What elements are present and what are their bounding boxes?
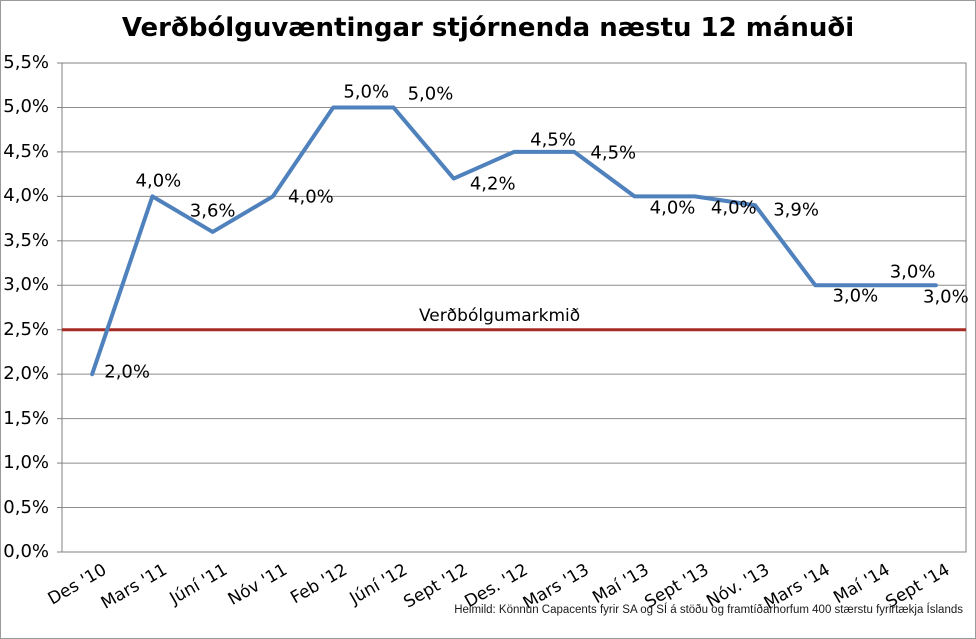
data-label: 4,0% [135,170,182,192]
source-note: Heimild: Könnun Capacents fyrir SA og SÍ… [454,604,963,616]
data-label: 4,0% [649,197,696,219]
data-label: 3,0% [832,285,879,307]
y-axis-label: 5,5% [3,52,49,73]
data-label: 4,0% [288,186,334,208]
y-axis-label: 3,0% [3,274,49,296]
y-axis-label: 3,5% [3,229,49,251]
data-label: 2,0% [104,361,150,383]
y-axis-label: 4,0% [3,185,49,207]
data-label: 4,5% [590,142,637,164]
data-label: 3,0% [889,261,936,283]
y-axis-label: 2,0% [3,363,49,385]
y-axis-label: 0,5% [3,496,49,518]
target-line-label: Verðbólgumarkmið [419,306,581,326]
data-label: 5,0% [407,83,454,105]
y-axis-label: 0,0% [3,541,49,562]
y-axis-label: 1,0% [3,452,49,474]
y-axis-label: 1,5% [3,407,49,429]
data-label: 3,9% [773,199,819,221]
data-label: 4,5% [530,129,576,151]
y-axis-label: 5,0% [3,96,49,118]
data-label: 4,0% [710,197,757,219]
series-line [90,105,938,377]
y-axis-label: 4,5% [3,140,49,162]
y-axis-label: 2,5% [3,318,49,340]
data-label: 4,2% [469,173,516,195]
data-label: 5,0% [343,81,390,103]
chart-title: Verðbólguvæntingar stjórnenda næstu 12 m… [121,13,855,43]
data-label: 3,6% [189,200,236,222]
plot-border [61,62,967,553]
data-label: 3,0% [922,286,969,308]
